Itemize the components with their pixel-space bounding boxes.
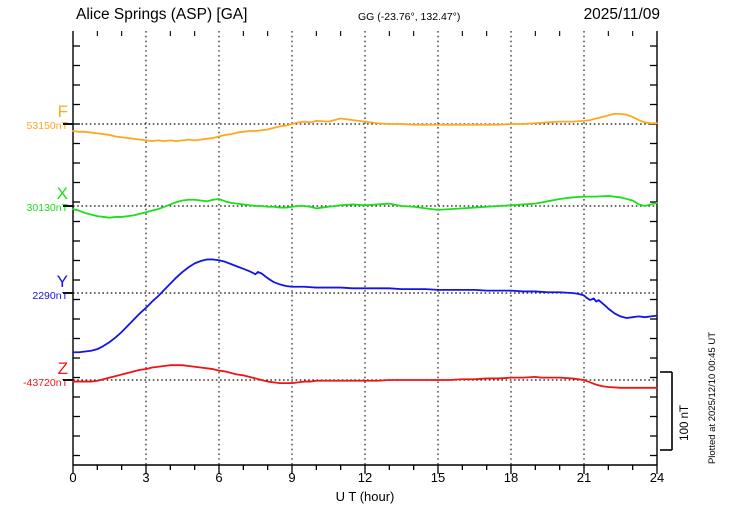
trace-z xyxy=(72,364,658,389)
component-symbol-f: F xyxy=(57,102,68,121)
component-baseline-x: 30130nT xyxy=(26,202,68,214)
observation-date: 2025/11/09 xyxy=(583,6,660,23)
x-tick-label: 21 xyxy=(576,470,592,485)
trace-y xyxy=(72,258,658,354)
x-tick-label: 24 xyxy=(649,470,665,485)
station-title: Alice Springs (ASP) [GA] xyxy=(76,6,248,23)
geographic-coordinates: GG (-23.76°, 132.47°) xyxy=(358,11,461,23)
trace-x xyxy=(72,194,658,219)
x-tick-label: 12 xyxy=(357,470,373,485)
component-symbol-z: Z xyxy=(57,359,68,378)
component-label-z: Z -43720nT xyxy=(4,360,68,390)
x-tick-label: 3 xyxy=(142,470,150,485)
component-baseline-z: -43720nT xyxy=(23,377,68,389)
x-tick-label: 18 xyxy=(503,470,519,485)
x-tick-label: 0 xyxy=(69,470,77,485)
x-tick-label: 9 xyxy=(288,470,296,485)
component-symbol-x: X xyxy=(56,184,68,203)
trace-f xyxy=(72,112,658,143)
scale-bar-label: 100 nT xyxy=(679,405,691,441)
component-label-y: Y 2290nT xyxy=(4,273,68,303)
plotted-timestamp: Plotted at 2025/12/10 00:45 UT xyxy=(707,332,718,465)
component-symbol-y: Y xyxy=(56,272,68,291)
x-tick-label: 15 xyxy=(430,470,446,485)
x-tick-label: 6 xyxy=(215,470,223,485)
component-baseline-f: 53150nT xyxy=(26,120,68,132)
component-label-f: F 53150nT xyxy=(4,103,68,133)
component-label-x: X 30130nT xyxy=(4,185,68,215)
component-baseline-y: 2290nT xyxy=(32,290,68,302)
x-axis-title: U T (hour) xyxy=(335,489,395,504)
